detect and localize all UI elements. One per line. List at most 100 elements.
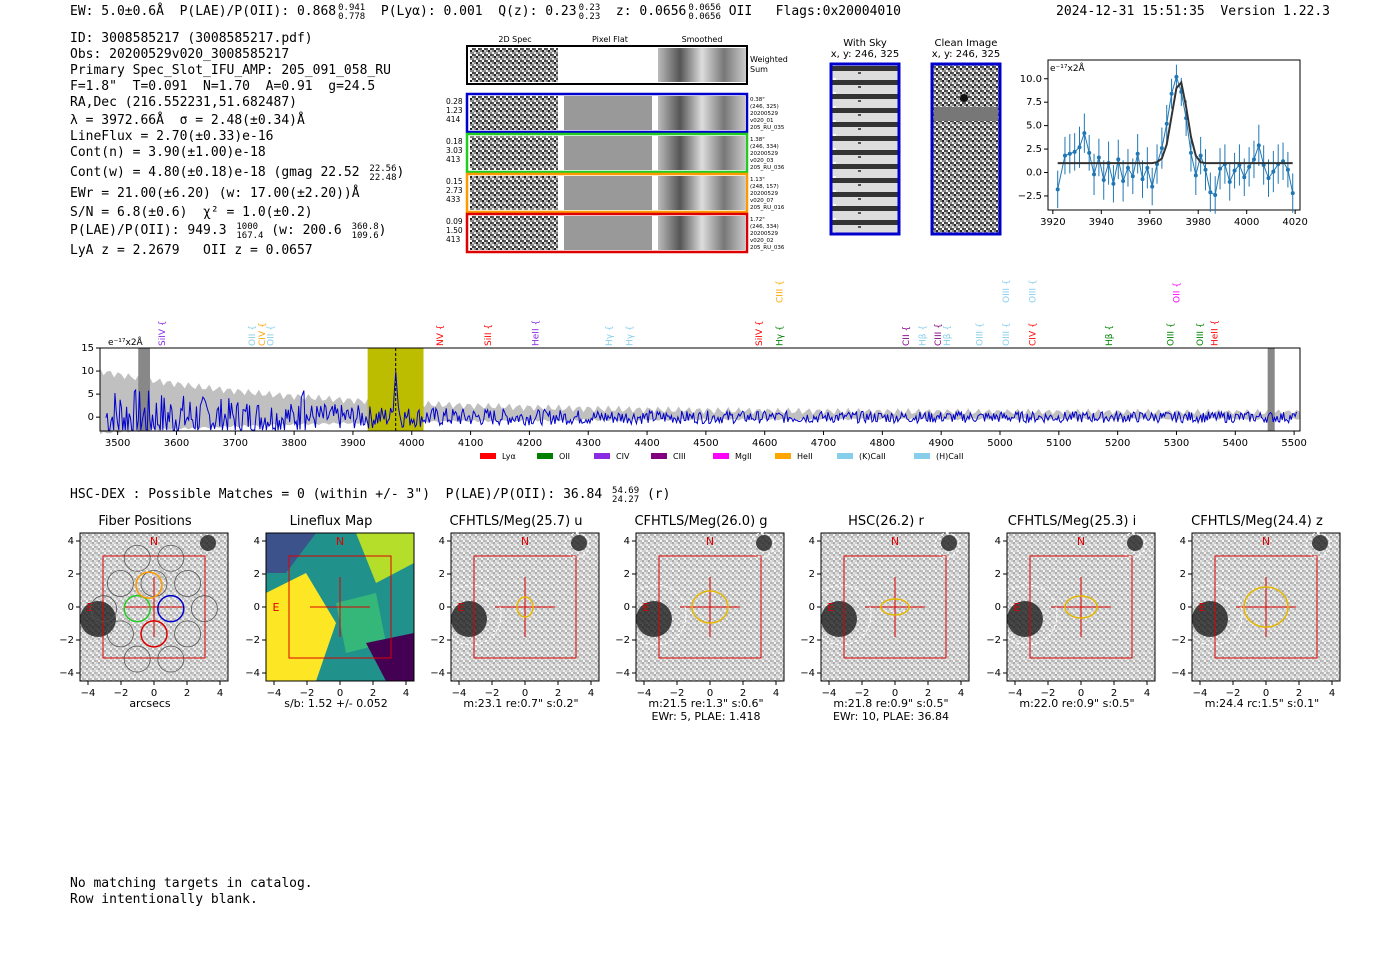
zoom-ytick-label: 7.5 (1026, 97, 1042, 108)
stamp-neighbor-ellipse (564, 532, 590, 558)
stamp-title: Lineflux Map (289, 514, 373, 529)
stamp-panel: N E −4 −2 0 2 4 4 2 0 −2 −4 (615, 532, 785, 699)
stamp-ytick-label: −2 (430, 635, 445, 646)
spectrum-xtick-label: 5400 (1223, 438, 1248, 449)
stamp-aperture-box (473, 555, 577, 659)
zoom-xtick-label: 3920 (1040, 217, 1065, 228)
stamp-east-label: E (458, 601, 465, 614)
sky-images (829, 62, 1002, 236)
stamp-ytick-label: 4 (439, 536, 445, 547)
spectrum-line-label: CII { (902, 326, 912, 346)
header-summary: EW: 5.0±0.6Å P(LAE)/P(OII): 0.868 0.941 0.… (70, 4, 901, 22)
spectrum-line-label: Hγ { (625, 325, 635, 346)
zoom-data-point (1188, 150, 1193, 155)
stamp-ytick-label: 0 (995, 602, 1001, 613)
clean-image-title: Clean Image x, y: 246, 325 (921, 38, 1011, 60)
cutout-row-right-value: (248, 157) (750, 184, 779, 190)
zoom-xtick-label: 4020 (1282, 217, 1307, 228)
stamp-ytick-label: 2 (254, 569, 260, 580)
stamp-aperture-box (658, 555, 762, 659)
cutout-row-left-value: 413 (446, 235, 461, 244)
stamp-aperture-box (1214, 555, 1318, 659)
cutout-row-right-value: 205_RU_036 (750, 165, 785, 171)
stamp-caption-line-1: s/b: 1.52 +/- 0.052 (284, 697, 388, 710)
stamp-ytick-label: −2 (1171, 635, 1186, 646)
stamp-source-ellipse (691, 590, 729, 624)
stamp-xtick-label: −4 (1193, 688, 1208, 699)
stamp-caption: m:21.5 re:1.3" s:0.6" EWr: 5, PLAE: 1.418 (616, 697, 796, 723)
legend-swatch (537, 453, 553, 459)
spectrum-masked-region (138, 348, 150, 431)
zoom-data-point (1067, 151, 1072, 156)
q-hi: 0.23 (578, 3, 601, 13)
stamp-aperture-box (1029, 555, 1133, 659)
stamp-ytick-label: 4 (995, 536, 1001, 547)
spectrum-line-label: OIII { (1002, 279, 1012, 303)
spectrum-axes (99, 347, 1301, 432)
stamp-ytick-label: 0 (254, 602, 260, 613)
full-spectrum-chart: 3500 3600 3700 3800 3900 4000 4100 4200 4300 4400… (81, 279, 1307, 461)
legend-label: CIII (673, 452, 686, 461)
stamp-caption-line-2: EWr: 5, PLAE: 1.418 (651, 710, 761, 723)
zoom-data-point (1087, 150, 1092, 155)
fiber-circle (157, 645, 185, 673)
stamp-caption: m:22.0 re:0.9" s:0.5" (987, 697, 1167, 710)
spectrum-line-label: CIV { (1028, 322, 1038, 346)
legend-swatch (594, 453, 610, 459)
stamp-caption-line-1: m:23.1 re:0.7" s:0.2" (463, 697, 579, 710)
zoom-ytick-label: 0.0 (1026, 168, 1042, 179)
zoom-data-point (1101, 178, 1106, 182)
zoom-data-point (1174, 74, 1179, 79)
stamp-xtick-label: 0 (522, 688, 528, 699)
stamp-caption-line-1: m:22.0 re:0.9" s:0.5" (1019, 697, 1135, 710)
cutout-row-right-value: 0.38" (750, 97, 765, 103)
with-sky-title-text: With Sky (843, 38, 887, 49)
stamp-north-label: N (706, 535, 714, 548)
stamp-xtick-label: −2 (670, 688, 685, 699)
spectrum-line-label: Hγ { (775, 325, 785, 346)
legend-label: OII (559, 452, 570, 461)
fiber-circle (123, 645, 151, 673)
stamp-north-label: N (521, 535, 529, 548)
plae2-w-lo: 109.6 (351, 231, 379, 241)
stamp-ytick-label: −4 (430, 668, 445, 679)
hsc-lo: 24.27 (612, 495, 640, 505)
spectrum-xtick-label: 3700 (223, 438, 248, 449)
stamp-caption: arcsecs (60, 697, 240, 710)
stamp-east-label: E (1199, 601, 1206, 614)
spectrum-line-label: Hβ { (943, 325, 953, 346)
spectrum-line-label: CIII { (775, 280, 785, 303)
zoom-data-point (1092, 172, 1097, 177)
cutout-row-right-value: 20200529 (750, 111, 778, 117)
with-sky-image (829, 62, 901, 236)
stamp-ytick-label: 4 (254, 536, 260, 547)
cutout-row-right-value: 20200529 (750, 191, 778, 197)
fiber-circle (174, 570, 202, 597)
zoom-data-point (1193, 173, 1198, 178)
hsc-hi: 54.69 (612, 486, 640, 496)
cutout-row-left-value: 0.18 (446, 137, 463, 146)
stamp-title: Fiber Positions (98, 514, 192, 529)
zoom-data-point (1208, 190, 1213, 195)
stamp-caption-line-2: EWr: 10, PLAE: 36.84 (832, 710, 950, 723)
zoom-unit-label: e⁻¹⁷x2Å (1050, 62, 1086, 74)
plae-hi: 0.941 (338, 3, 366, 13)
cutout-row-right-value: v020_07 (750, 198, 774, 204)
info-params: F=1.8" T=0.091 N=1.70 A=0.91 g=24.5 (70, 79, 376, 94)
zoom-data-point (1062, 153, 1067, 158)
stamp-xtick-label: 4 (1329, 688, 1335, 699)
stamp-xtick-label: −4 (822, 688, 837, 699)
stamp-neighbor-ellipse (1305, 532, 1331, 558)
weighted-sum-row: Weighted Sum (466, 45, 788, 85)
cutout-row-left-value: 3.03 (446, 146, 463, 155)
zoom-fit-line (1057, 80, 1293, 165)
spectrum-xtick-label: 3500 (105, 438, 130, 449)
cutout-row-right-value: v020_02 (750, 238, 774, 244)
spectrum-xtick-label: 4200 (517, 438, 542, 449)
stamp-ytick-label: 4 (809, 536, 815, 547)
legend-label: (H)CaII (936, 452, 963, 461)
cutout-row-right-value: 205_RU_016 (750, 205, 785, 211)
info-radec: RA,Dec (216.552231,51.682487) (70, 95, 297, 110)
zoom-xtick-label: 4000 (1234, 217, 1259, 228)
